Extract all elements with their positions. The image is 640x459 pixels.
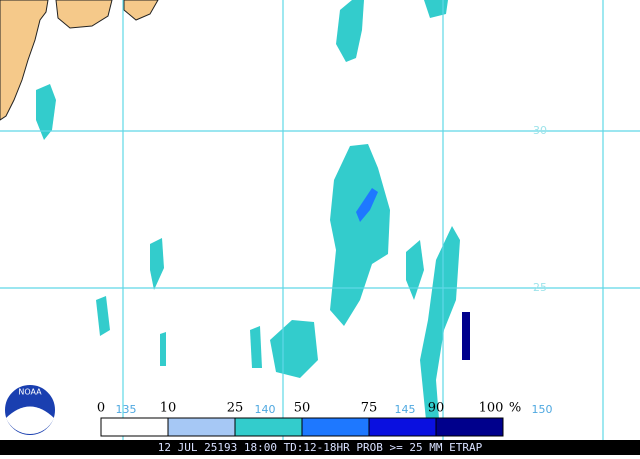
precip-area [36,84,56,140]
precip-area [420,226,460,432]
footer-bar [0,440,640,455]
lat-label: 25 [533,281,547,294]
footer-text: 12 JUL 25193 18:00 TD:12-18HR PROB >= 25… [158,441,483,454]
legend-unit: % [509,401,521,416]
legend-swatch [435,417,504,437]
legend-swatch [301,417,370,437]
legend-label: 90 [428,401,445,416]
legend-swatch [234,417,303,437]
lat-label: 30 [533,124,547,137]
precip-area [270,320,318,378]
legend-label: 50 [294,401,311,416]
precip-area [406,240,424,300]
precip-area-high [356,188,378,222]
precip-area [150,238,164,290]
lon-label: 150 [532,403,553,416]
noaa-logo: NOAA [3,383,57,437]
legend-label: 0 [97,401,105,416]
legend-label: 10 [160,401,177,416]
precip-area [250,326,262,368]
lon-label: 135 [116,403,137,416]
landmass [55,0,113,29]
graticule [0,0,640,440]
precip-area [330,144,390,326]
landmass [123,0,159,21]
legend-swatch [368,417,437,437]
legend: 0 10 25 50 75 90 100% [97,401,521,437]
landmass [0,0,49,121]
logo-text: NOAA [18,388,42,397]
precip [36,0,460,432]
precip-area-high [462,312,470,360]
legend-swatch [167,417,236,437]
legend-swatch [100,417,169,437]
precip-area [160,332,166,366]
legend-label: 75 [361,401,378,416]
lon-label: 140 [255,403,276,416]
precip-area [96,296,110,336]
logo-wave [6,406,54,435]
legend-label: 100 [479,401,504,416]
precip-area [336,0,364,62]
land [0,0,159,121]
lon-label: 145 [395,403,416,416]
precip-area [424,0,448,18]
legend-label: 25 [227,401,244,416]
